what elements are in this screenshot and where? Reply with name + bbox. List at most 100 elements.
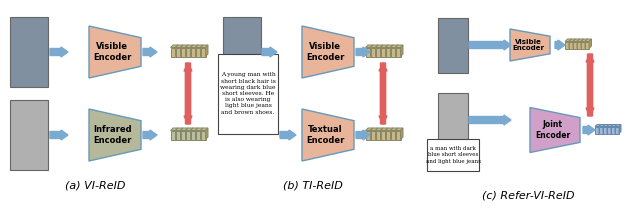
Polygon shape <box>302 109 354 161</box>
Polygon shape <box>186 45 188 57</box>
Bar <box>569 41 573 48</box>
Polygon shape <box>569 39 572 48</box>
Polygon shape <box>191 45 198 48</box>
Bar <box>385 48 390 57</box>
Polygon shape <box>191 128 193 140</box>
Polygon shape <box>180 45 183 57</box>
Polygon shape <box>607 124 613 127</box>
Polygon shape <box>396 45 403 48</box>
Bar <box>438 92 468 148</box>
Polygon shape <box>585 39 588 48</box>
Bar <box>396 48 401 57</box>
Bar <box>381 131 385 140</box>
Polygon shape <box>385 128 388 140</box>
FancyArrow shape <box>184 63 192 124</box>
Polygon shape <box>577 39 584 41</box>
Bar <box>573 41 577 48</box>
FancyArrow shape <box>50 130 68 140</box>
Polygon shape <box>381 45 388 48</box>
Polygon shape <box>385 45 388 57</box>
Bar <box>10 17 48 87</box>
Polygon shape <box>186 128 193 131</box>
Polygon shape <box>607 124 609 134</box>
Polygon shape <box>573 39 575 48</box>
FancyArrow shape <box>469 115 511 125</box>
FancyArrow shape <box>379 63 387 124</box>
Polygon shape <box>186 45 193 48</box>
Bar <box>195 131 200 140</box>
Polygon shape <box>401 128 403 140</box>
Polygon shape <box>170 45 178 48</box>
Bar <box>200 48 205 57</box>
Bar <box>191 131 195 140</box>
Bar <box>607 127 611 134</box>
Polygon shape <box>385 45 393 48</box>
Polygon shape <box>175 45 183 48</box>
Polygon shape <box>371 128 373 140</box>
Polygon shape <box>195 45 203 48</box>
Bar <box>376 131 381 140</box>
Bar <box>376 48 381 57</box>
Bar <box>371 48 376 57</box>
Polygon shape <box>365 45 373 48</box>
Polygon shape <box>371 45 378 48</box>
Polygon shape <box>170 128 178 131</box>
Bar <box>603 127 607 134</box>
Text: (c) Refer-VI-ReID: (c) Refer-VI-ReID <box>482 190 574 200</box>
Polygon shape <box>611 124 617 127</box>
Bar <box>427 139 479 171</box>
Text: (b) TI-ReID: (b) TI-ReID <box>283 180 343 190</box>
Polygon shape <box>603 124 609 127</box>
Polygon shape <box>615 124 621 127</box>
Bar <box>180 48 186 57</box>
FancyArrow shape <box>262 47 277 57</box>
Polygon shape <box>381 45 383 57</box>
Polygon shape <box>191 128 198 131</box>
Bar <box>195 48 200 57</box>
Polygon shape <box>371 45 373 57</box>
Bar <box>170 48 175 57</box>
Polygon shape <box>191 45 193 57</box>
Polygon shape <box>390 128 393 140</box>
FancyArrow shape <box>356 130 370 140</box>
Polygon shape <box>581 39 584 48</box>
Bar <box>365 131 371 140</box>
FancyArrow shape <box>143 130 157 140</box>
Polygon shape <box>381 128 388 131</box>
Polygon shape <box>89 109 141 161</box>
Polygon shape <box>186 128 188 140</box>
Bar <box>577 41 581 48</box>
Polygon shape <box>573 39 579 41</box>
Polygon shape <box>376 128 378 140</box>
Polygon shape <box>365 128 373 131</box>
FancyArrow shape <box>555 40 565 50</box>
Bar <box>186 48 191 57</box>
Bar <box>390 131 396 140</box>
Polygon shape <box>195 128 203 131</box>
Polygon shape <box>603 124 605 134</box>
Polygon shape <box>390 45 393 57</box>
Bar <box>180 131 186 140</box>
FancyArrow shape <box>143 47 157 57</box>
Bar <box>581 41 585 48</box>
Text: a man with dark
blue short sleeves
and light blue jeans: a man with dark blue short sleeves and l… <box>426 146 481 164</box>
Polygon shape <box>195 128 198 140</box>
Bar <box>200 131 205 140</box>
Bar <box>170 131 175 140</box>
FancyArrow shape <box>586 54 594 116</box>
Polygon shape <box>175 128 178 140</box>
Polygon shape <box>565 39 572 41</box>
Polygon shape <box>371 128 378 131</box>
FancyArrow shape <box>583 125 595 135</box>
Polygon shape <box>381 128 383 140</box>
Polygon shape <box>589 39 591 48</box>
Bar <box>186 131 191 140</box>
Bar <box>10 100 48 170</box>
Bar <box>438 18 468 72</box>
Polygon shape <box>390 45 398 48</box>
Polygon shape <box>180 128 183 140</box>
Bar <box>223 17 261 87</box>
Bar <box>585 41 589 48</box>
Polygon shape <box>396 128 398 140</box>
Polygon shape <box>619 124 621 134</box>
